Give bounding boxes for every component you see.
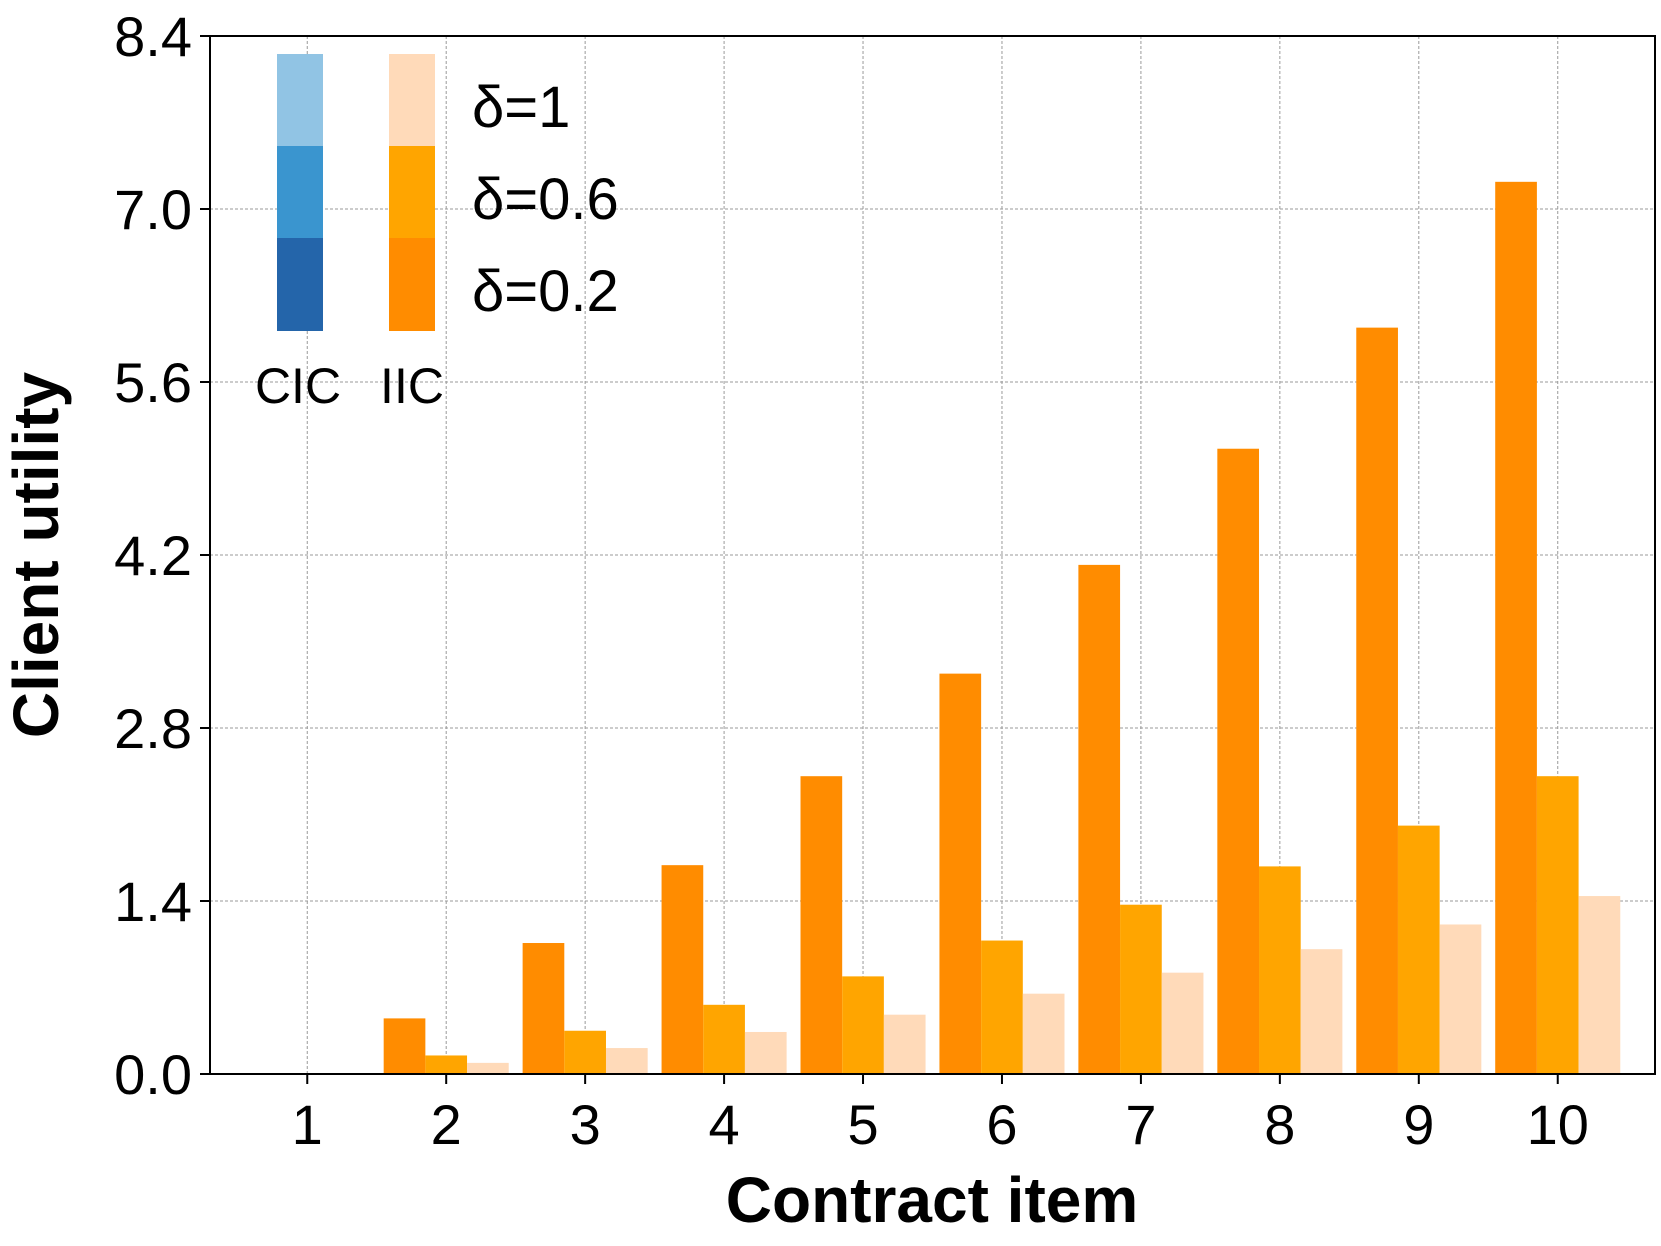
x-tick-label: 8 — [1264, 1093, 1295, 1156]
y-tick-label: 4.2 — [114, 524, 192, 587]
legend-swatch-iic — [389, 238, 435, 331]
y-tick-label: 0.0 — [114, 1043, 192, 1106]
x-tick-label: 6 — [986, 1093, 1017, 1156]
bar — [883, 1014, 926, 1074]
legend-entry-delta-1: δ=1 — [472, 75, 570, 140]
bar — [605, 1048, 648, 1074]
bar — [1022, 993, 1065, 1074]
legend-group-iic: IIC — [380, 358, 444, 414]
y-tick-label: 1.4 — [114, 870, 192, 933]
bar — [467, 1062, 509, 1074]
bar — [842, 976, 884, 1074]
legend: δ=1 δ=0.6 δ=0.2 CIC IIC — [255, 54, 619, 414]
bar — [981, 940, 1023, 1074]
y-tick-label: 2.8 — [114, 697, 192, 760]
legend-swatch-iic — [389, 146, 435, 239]
legend-entry-delta-0-6: δ=0.6 — [472, 167, 619, 232]
bar — [1356, 327, 1398, 1075]
x-tick-label: 1 — [292, 1093, 323, 1156]
x-tick-label: 10 — [1527, 1093, 1589, 1156]
x-tick-label: 7 — [1125, 1093, 1156, 1156]
bar — [1259, 866, 1301, 1074]
bar — [1161, 972, 1204, 1074]
x-tick-label: 2 — [431, 1093, 462, 1156]
bar — [383, 1018, 426, 1074]
bar — [1439, 924, 1482, 1074]
bar — [800, 776, 843, 1074]
bar — [1300, 949, 1343, 1074]
y-tick-label: 5.6 — [114, 351, 192, 414]
bar — [744, 1031, 787, 1074]
legend-swatch-cic — [277, 146, 323, 239]
legend-swatch-cic — [277, 54, 323, 147]
y-tick-label: 8.4 — [114, 5, 192, 68]
y-axis-title: Client utility — [0, 371, 72, 738]
bar — [1397, 825, 1440, 1074]
x-tick-label: 5 — [847, 1093, 878, 1156]
bar — [1217, 448, 1260, 1074]
tick-labels: 0.0 1.4 2.8 4.2 5.6 7.0 8.4 1 2 3 4 5 6 7 8 9 10 — [114, 5, 1589, 1156]
bar — [522, 943, 565, 1074]
bar — [939, 673, 982, 1074]
bar — [1578, 896, 1621, 1074]
y-tick-label: 7.0 — [114, 178, 192, 241]
bar — [703, 1004, 745, 1074]
bar — [425, 1055, 468, 1074]
bar — [1536, 776, 1579, 1074]
x-tick-label: 4 — [709, 1093, 740, 1156]
x-axis-title: Contract item — [726, 1164, 1139, 1236]
bar — [564, 1030, 606, 1074]
axis-ticks — [200, 35, 1559, 1084]
legend-swatch-cic — [277, 238, 323, 331]
bar — [661, 865, 704, 1074]
bars — [383, 181, 1621, 1075]
bar — [1495, 181, 1537, 1075]
x-tick-label: 3 — [570, 1093, 601, 1156]
legend-swatches — [277, 54, 435, 331]
legend-group-cic: CIC — [255, 358, 341, 414]
bar — [1120, 904, 1162, 1074]
legend-swatch-iic — [389, 54, 435, 147]
bar — [1078, 564, 1121, 1074]
x-tick-label: 9 — [1403, 1093, 1434, 1156]
legend-entry-delta-0-2: δ=0.2 — [472, 259, 619, 324]
